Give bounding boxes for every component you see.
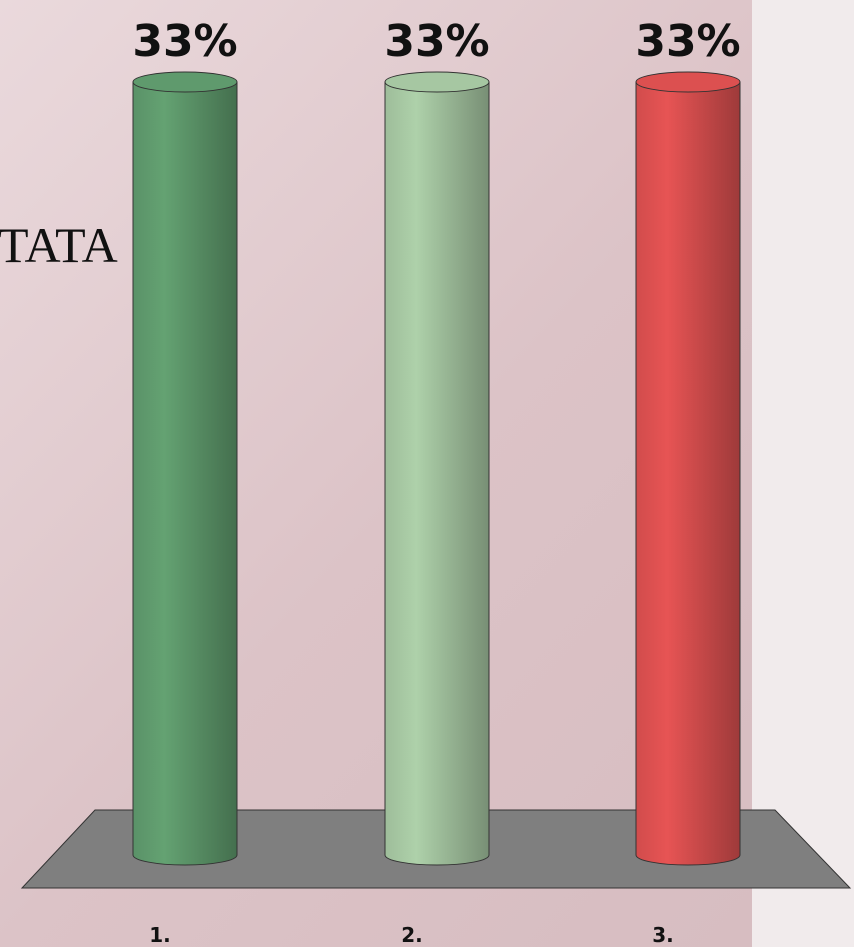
bar-top — [635, 71, 741, 93]
x-tick-label: 3. — [652, 923, 674, 947]
bar-top — [132, 71, 238, 93]
bar — [133, 82, 237, 855]
bar — [385, 82, 489, 855]
annotation: TATA — [0, 217, 118, 273]
background-strip — [752, 0, 854, 947]
data-label: 33% — [384, 16, 489, 67]
data-label: 33% — [132, 16, 237, 67]
x-tick-label: 1. — [149, 923, 171, 947]
data-label: 33% — [635, 16, 740, 67]
x-tick-label: 2. — [401, 923, 423, 947]
bar-top — [384, 71, 490, 93]
bar — [636, 82, 740, 855]
